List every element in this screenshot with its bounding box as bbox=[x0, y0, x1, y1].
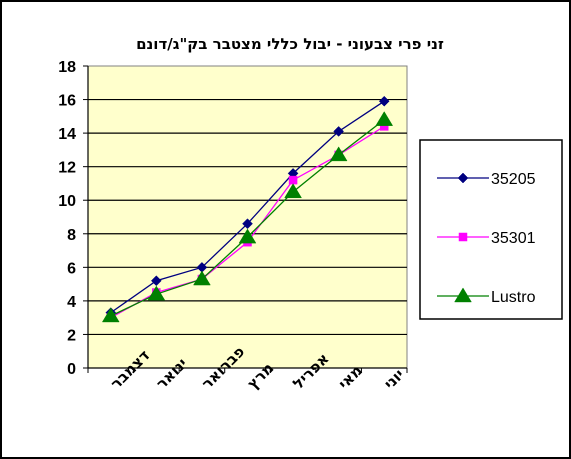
data-point bbox=[329, 146, 348, 162]
legend-entry-0: 35205 bbox=[437, 171, 536, 188]
y-tick-label: 4 bbox=[67, 294, 76, 311]
data-point bbox=[333, 126, 344, 137]
y-tick-label: 10 bbox=[58, 193, 76, 210]
series-2 bbox=[101, 111, 394, 323]
data-point bbox=[375, 111, 394, 126]
y-tick-label: 12 bbox=[58, 160, 76, 177]
y-tick-label: 8 bbox=[67, 227, 76, 244]
legend-box bbox=[419, 139, 563, 320]
legend-marker bbox=[458, 232, 468, 242]
y-axis: 0 2 4 6 8 10 12 14 16 18 bbox=[58, 59, 89, 378]
legend-entry-1: 35301 bbox=[437, 230, 536, 247]
data-point bbox=[378, 95, 390, 107]
y-tick-label: 14 bbox=[58, 126, 76, 143]
data-point bbox=[284, 183, 302, 199]
y-tick-label: 2 bbox=[67, 327, 76, 344]
legend-marker bbox=[454, 287, 472, 303]
y-tick-label: 0 bbox=[67, 361, 76, 378]
legend-entry-2: Lustro bbox=[437, 287, 536, 306]
legend-marker bbox=[457, 172, 469, 184]
data-point bbox=[147, 285, 166, 301]
data-point bbox=[238, 228, 257, 244]
y-tick-label: 16 bbox=[58, 93, 76, 110]
data-point bbox=[193, 270, 211, 286]
legend-label: Lustro bbox=[491, 289, 536, 306]
chart-title: זני פרי צבעוני - יבול כללי מצטבר בק"ג/דו… bbox=[136, 35, 444, 53]
data-point bbox=[288, 175, 298, 185]
plot-area bbox=[87, 65, 408, 369]
legend-label: 35301 bbox=[491, 230, 536, 247]
y-tick-label: 18 bbox=[58, 59, 76, 76]
y-tick-label: 6 bbox=[67, 260, 76, 277]
data-point bbox=[101, 307, 120, 323]
legend-label: 35205 bbox=[491, 171, 536, 188]
legend: 35205 35301 Lustro bbox=[419, 139, 563, 320]
series-group bbox=[101, 95, 394, 323]
